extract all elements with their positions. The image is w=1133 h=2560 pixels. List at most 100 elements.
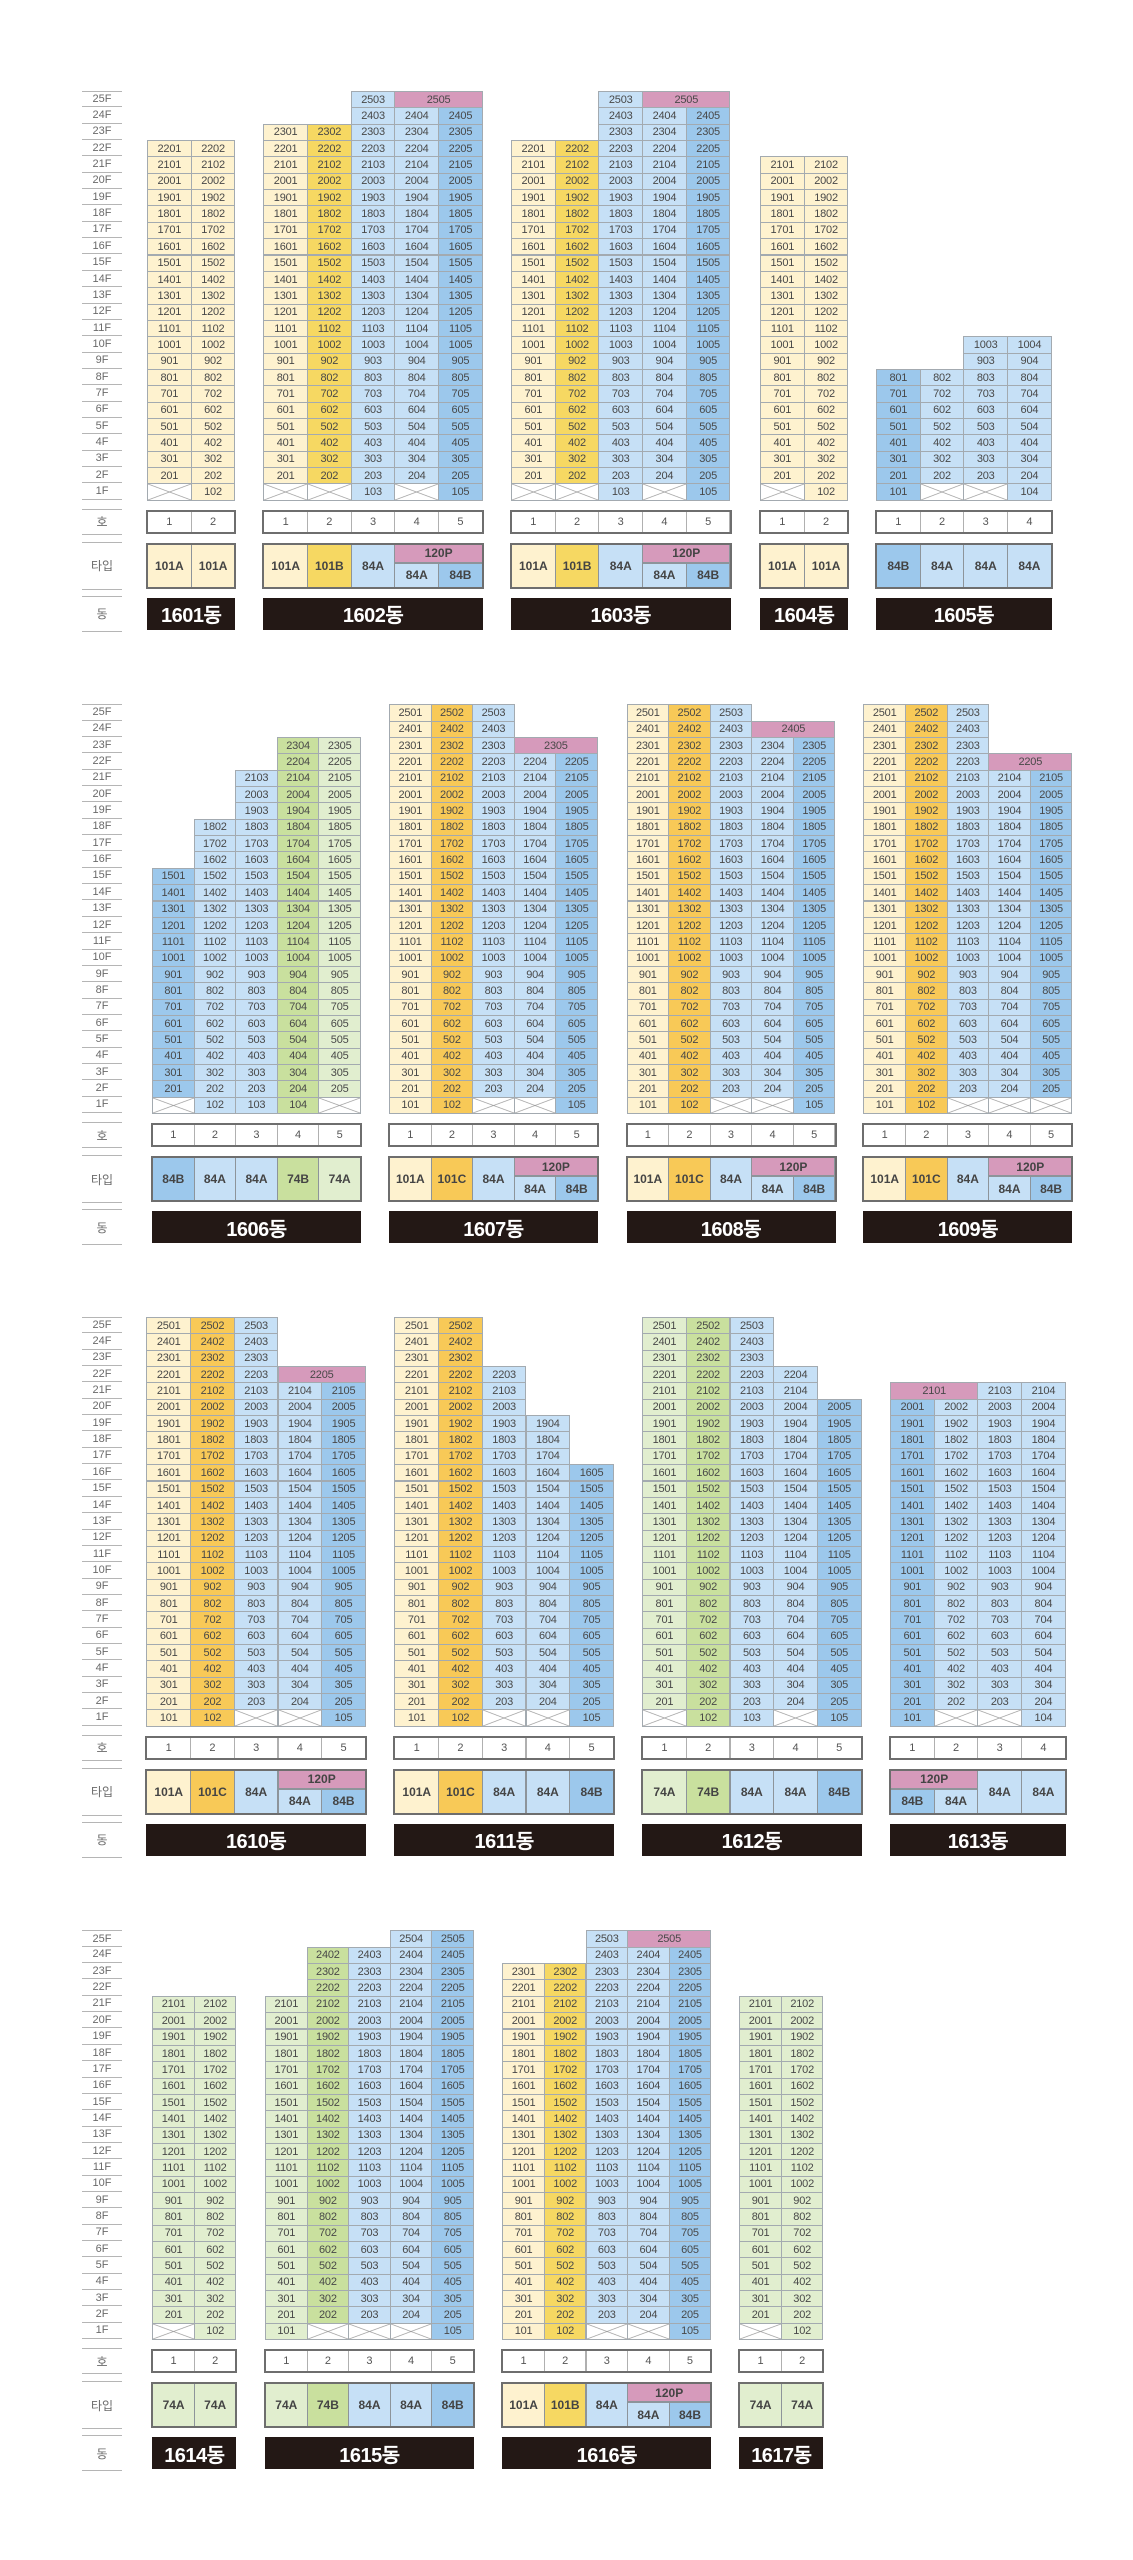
- unit-cell[interactable]: 2001: [502, 2012, 545, 2030]
- unit-cell[interactable]: 902: [190, 352, 236, 370]
- unit-cell[interactable]: 102: [430, 1096, 474, 1115]
- unit-cell[interactable]: 2104: [988, 769, 1031, 788]
- unit-cell[interactable]: 901: [152, 2192, 195, 2210]
- unit-cell[interactable]: 304: [773, 1676, 818, 1695]
- unit-cell[interactable]: 1103: [598, 319, 644, 338]
- unit-cell[interactable]: 1405: [1029, 884, 1073, 902]
- unit-cell[interactable]: 2003: [348, 2012, 391, 2030]
- unit-cell[interactable]: 2005: [438, 172, 483, 191]
- unit-cell[interactable]: 1404: [627, 2110, 670, 2128]
- unit-cell[interactable]: 1404: [394, 270, 440, 289]
- unit-cell[interactable]: 1401: [760, 270, 805, 289]
- unit-cell[interactable]: 903: [977, 1578, 1023, 1596]
- unit-cell[interactable]: 505: [1029, 1031, 1073, 1049]
- unit-cell[interactable]: 1904: [642, 189, 687, 207]
- unit-cell[interactable]: 1203: [598, 303, 644, 321]
- unit-cell[interactable]: 1303: [709, 900, 753, 918]
- unit-cell[interactable]: 1201: [389, 916, 432, 935]
- unit-cell[interactable]: 2401: [389, 720, 432, 738]
- unit-cell[interactable]: 405: [792, 1047, 836, 1065]
- unit-cell[interactable]: 2001: [394, 1398, 440, 1417]
- unit-cell[interactable]: 2304: [627, 1963, 670, 1981]
- unit-cell[interactable]: 1101: [502, 2159, 545, 2177]
- unit-cell[interactable]: 702: [905, 998, 948, 1016]
- unit-cell[interactable]: 1004: [394, 336, 440, 354]
- unit-cell[interactable]: 2302: [543, 1963, 587, 1981]
- unit-cell[interactable]: 1504: [276, 867, 320, 886]
- unit-cell[interactable]: 602: [190, 401, 236, 419]
- unit-cell[interactable]: 503: [233, 1644, 279, 1662]
- unit-cell[interactable]: 602: [668, 1014, 711, 1033]
- unit-cell[interactable]: 1705: [438, 221, 483, 240]
- unit-cell[interactable]: 1102: [438, 1545, 483, 1564]
- unit-cell[interactable]: 1205: [555, 916, 598, 935]
- unit-cell[interactable]: 804: [773, 1594, 818, 1613]
- unit-cell[interactable]: 1001: [626, 949, 670, 967]
- unit-cell[interactable]: 2003: [481, 1398, 527, 1417]
- unit-cell[interactable]: 601: [642, 1627, 687, 1645]
- unit-cell[interactable]: 1201: [890, 1529, 935, 1547]
- unit-cell[interactable]: 2205: [555, 753, 598, 771]
- unit-cell[interactable]: 1604: [394, 238, 440, 256]
- unit-cell[interactable]: 303: [977, 1676, 1023, 1695]
- unit-cell[interactable]: 1004: [751, 949, 794, 967]
- unit-cell[interactable]: 402: [933, 1660, 979, 1678]
- unit-cell[interactable]: 801: [876, 368, 921, 387]
- unit-cell[interactable]: 1402: [193, 2110, 237, 2128]
- unit-cell[interactable]: 604: [276, 1014, 320, 1033]
- unit-cell[interactable]: 701: [146, 1611, 192, 1629]
- unit-cell[interactable]: 2004: [277, 1398, 323, 1417]
- unit-cell[interactable]: 1001: [511, 336, 556, 354]
- unit-cell[interactable]: 2001: [739, 2012, 782, 2030]
- unit-cell[interactable]: 403: [598, 434, 644, 452]
- unit-cell[interactable]: 402: [307, 434, 352, 452]
- unit-cell[interactable]: 2205: [685, 140, 731, 158]
- unit-cell[interactable]: 501: [152, 1031, 195, 1049]
- unit-cell[interactable]: 1401: [265, 2110, 308, 2128]
- unit-cell[interactable]: 404: [773, 1660, 818, 1678]
- unit-cell[interactable]: 1901: [511, 189, 556, 207]
- unit-cell[interactable]: 403: [946, 1047, 990, 1065]
- unit-cell[interactable]: 2005: [318, 786, 361, 804]
- unit-cell[interactable]: 1105: [438, 319, 483, 338]
- unit-cell[interactable]: 1001: [147, 336, 192, 354]
- unit-cell[interactable]: 1704: [773, 1447, 818, 1466]
- unit-cell[interactable]: 1505: [668, 2093, 712, 2112]
- unit-cell[interactable]: 105: [685, 483, 731, 501]
- unit-cell[interactable]: 1403: [729, 1496, 775, 1515]
- unit-cell[interactable]: 301: [389, 1064, 432, 1082]
- unit-cell[interactable]: 1804: [773, 1431, 818, 1449]
- unit-cell[interactable]: 604: [751, 1014, 794, 1033]
- unit-cell[interactable]: 201: [389, 1080, 432, 1098]
- unit-cell[interactable]: 105: [668, 2322, 712, 2341]
- unit-cell[interactable]: 702: [438, 1611, 483, 1629]
- unit-cell[interactable]: 2402: [685, 1333, 731, 1351]
- unit-cell[interactable]: 903: [481, 1578, 527, 1596]
- unit-cell[interactable]: 405: [321, 1660, 366, 1678]
- unit-cell[interactable]: 1301: [152, 900, 195, 918]
- unit-cell[interactable]: 1604: [389, 2077, 433, 2095]
- unit-cell[interactable]: 1101: [146, 1545, 192, 1564]
- unit-cell[interactable]: 1501: [626, 867, 670, 886]
- unit-cell[interactable]: 1602: [685, 1464, 731, 1482]
- unit-cell[interactable]: 501: [394, 1644, 440, 1662]
- unit-cell[interactable]: 2204: [773, 1366, 818, 1384]
- unit-cell[interactable]: 2003: [585, 2012, 629, 2030]
- unit-cell[interactable]: 1603: [233, 1464, 279, 1482]
- unit-cell[interactable]: 805: [1029, 982, 1073, 1000]
- unit-cell[interactable]: 2203: [233, 1366, 279, 1384]
- unit-cell[interactable]: 502: [190, 1644, 235, 1662]
- unit-cell[interactable]: 1901: [760, 189, 805, 207]
- unit-cell[interactable]: 2104: [627, 1995, 670, 2014]
- unit-cell[interactable]: 1803: [350, 205, 396, 223]
- unit-cell[interactable]: 1304: [751, 900, 794, 918]
- unit-cell[interactable]: 805: [685, 368, 731, 387]
- unit-cell[interactable]: 1202: [685, 1529, 731, 1547]
- unit-cell[interactable]: 1201: [147, 303, 192, 321]
- unit-cell[interactable]: 2004: [751, 786, 794, 804]
- unit-cell[interactable]: 1901: [265, 2028, 308, 2046]
- unit-cell[interactable]: 604: [773, 1627, 818, 1645]
- unit-cell[interactable]: 403: [233, 1660, 279, 1678]
- unit-cell[interactable]: 804: [394, 368, 440, 387]
- unit-cell[interactable]: 1101: [739, 2159, 782, 2177]
